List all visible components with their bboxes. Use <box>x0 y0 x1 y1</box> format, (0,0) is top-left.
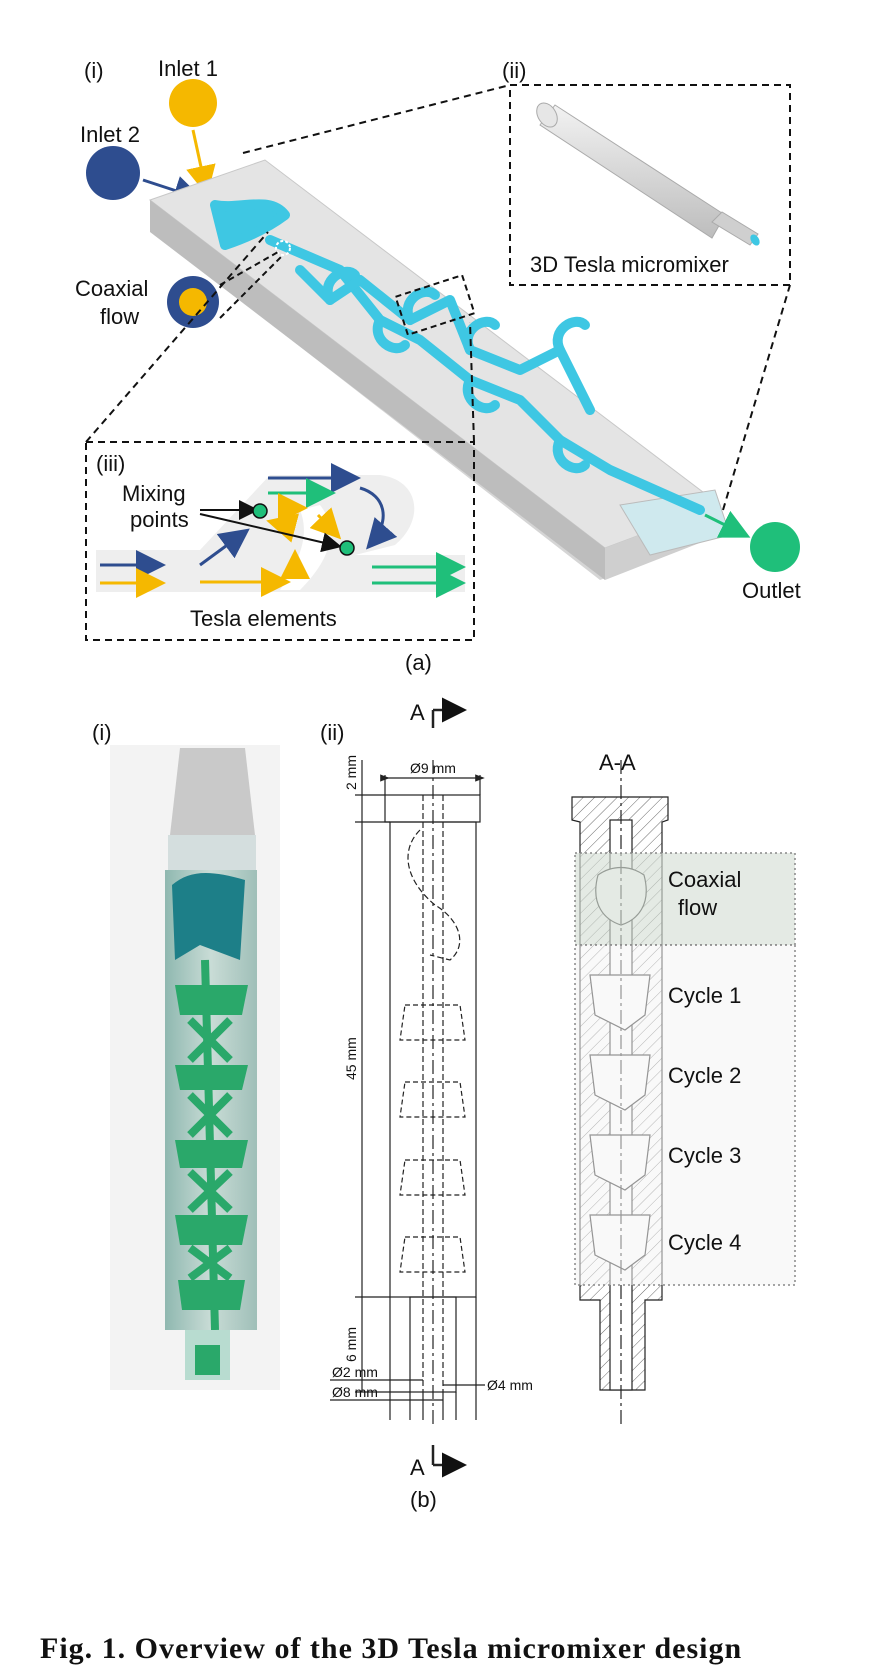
flow-arrows <box>100 463 466 598</box>
tesla-elements-label: Tesla elements <box>190 606 337 631</box>
inlet1-arrow <box>186 129 216 196</box>
coaxial-zone-label-line1: Coaxial <box>668 867 741 892</box>
device-photo <box>110 745 280 1390</box>
dimension-2mm: Ø2 mm <box>332 1364 378 1380</box>
mixing-label-line1: Mixing <box>122 481 186 506</box>
panel-a-sub-i-label: (i) <box>84 58 104 83</box>
tesla-channel <box>210 199 705 515</box>
coaxial-zone-label-line2: flow <box>678 895 717 920</box>
outlet-label: Outlet <box>742 578 801 603</box>
dimension-2mm-top: 2 mm <box>343 755 359 790</box>
inlet1-dot <box>169 79 217 127</box>
coaxial-inner-dot <box>179 288 207 316</box>
mixing-point-1 <box>252 503 268 519</box>
inlet2-dot <box>86 146 140 200</box>
dimension-45mm: 45 mm <box>343 1037 359 1080</box>
mixing-label-line2: points <box>130 507 189 532</box>
cycle-label-3: Cycle 3 <box>668 1143 741 1168</box>
panel-b-sub-ii-label: (ii) <box>320 720 344 745</box>
dimension-8mm: Ø8 mm <box>332 1384 378 1400</box>
dimension-9mm: Ø9 mm <box>410 760 456 776</box>
coaxial-label-line1: Coaxial <box>75 276 148 301</box>
mixing-point-2 <box>339 540 355 556</box>
cycle-label-4: Cycle 4 <box>668 1230 741 1255</box>
coaxial-label-line2: flow <box>100 304 139 329</box>
outlet-arrow <box>704 510 751 538</box>
panel-a-sub-ii-label: (ii) <box>502 58 526 83</box>
section-marker-bottom: A <box>410 1455 425 1480</box>
panel-b-sub-i-label: (i) <box>92 720 112 745</box>
panel-a-sub-iii-label: (iii) <box>96 451 125 476</box>
cycles-zone <box>574 944 796 1286</box>
figure-caption: Fig. 1. Overview of the 3D Tesla micromi… <box>40 1632 743 1665</box>
inset-iii-box <box>85 441 475 641</box>
outlet-dot <box>750 522 800 572</box>
coaxial-zone <box>574 852 796 946</box>
technical-drawing <box>330 697 485 1478</box>
cycle-label-2: Cycle 2 <box>668 1063 741 1088</box>
panel-b-label: (b) <box>410 1487 437 1512</box>
panel-a: (i) (ii) Inlet 1 Inlet 2 <box>75 56 801 675</box>
dimension-6mm: 6 mm <box>343 1327 359 1362</box>
inlet2-label: Inlet 2 <box>80 122 140 147</box>
section-marker-top: A <box>410 700 425 725</box>
inlet1-label: Inlet 1 <box>158 56 218 81</box>
cycle-label-1: Cycle 1 <box>668 983 741 1008</box>
micromixer-title: 3D Tesla micromixer <box>530 252 729 277</box>
panel-a-label: (a) <box>405 650 432 675</box>
panel-b: (i) (ii) <box>92 697 796 1512</box>
micromixer-3d-render <box>536 102 760 246</box>
dimension-4mm: Ø4 mm <box>487 1377 533 1393</box>
section-view-label: A-A <box>599 750 636 775</box>
